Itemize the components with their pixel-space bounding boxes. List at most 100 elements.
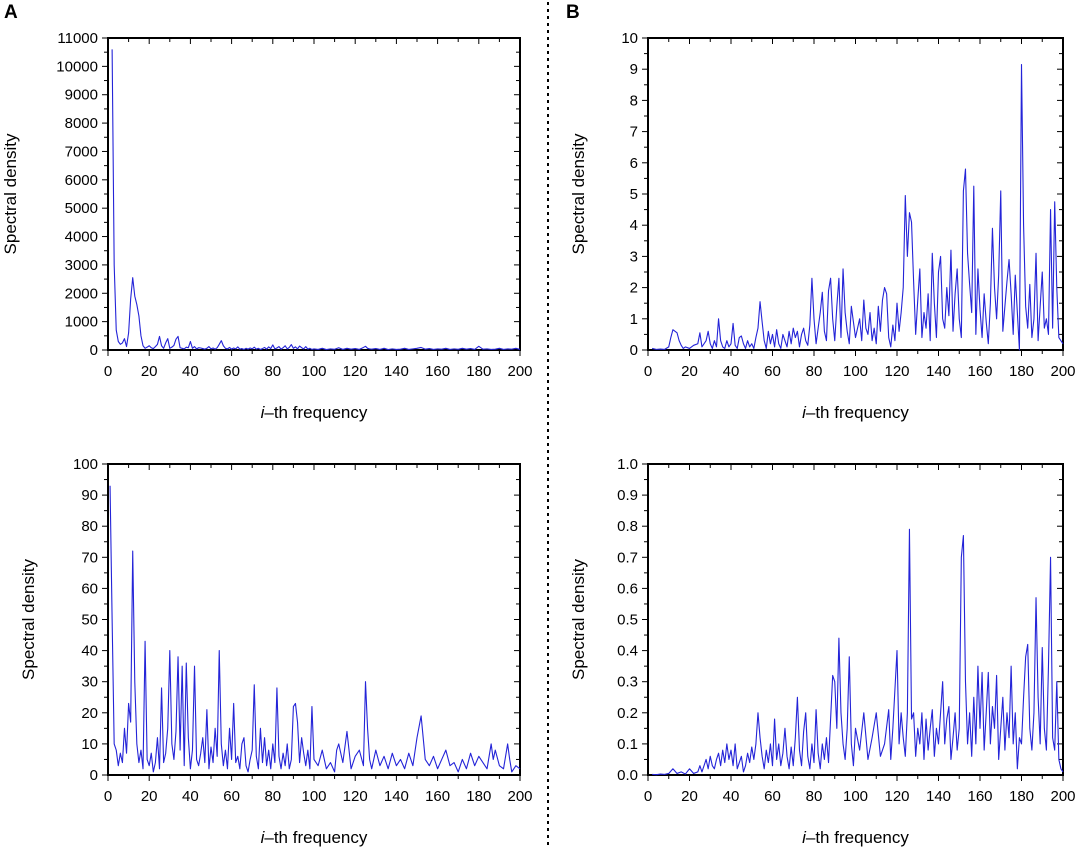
y-tick-label: 0.7 <box>617 549 638 566</box>
x-tick-label: 200 <box>1050 363 1075 380</box>
y-axis-label: Spectral density <box>19 559 38 680</box>
y-tick-label: 6 <box>630 155 638 172</box>
x-tick-label: 0 <box>104 788 112 805</box>
x-tick-label: 40 <box>182 788 199 805</box>
y-tick-label: 40 <box>81 643 98 660</box>
x-tick-label: 140 <box>926 363 951 380</box>
x-tick-label: 80 <box>264 788 281 805</box>
y-tick-label: 0.1 <box>617 736 638 753</box>
x-tick-label: 60 <box>223 788 240 805</box>
series-line <box>109 485 521 773</box>
x-axis-label: i–th frequency <box>261 403 368 422</box>
x-tick-label: 80 <box>264 363 281 380</box>
x-axis-label: i–th frequency <box>261 828 368 847</box>
x-tick-label: 180 <box>1009 788 1034 805</box>
x-tick-label: 100 <box>301 788 326 805</box>
x-axis-label-text: –th frequency <box>264 828 368 847</box>
x-tick-label: 100 <box>843 363 868 380</box>
x-tick-label: 160 <box>425 363 450 380</box>
y-tick-label: 0 <box>90 342 98 359</box>
y-tick-label: 0.5 <box>617 612 638 629</box>
x-axis-label-text: –th frequency <box>264 403 368 422</box>
x-tick-label: 60 <box>223 363 240 380</box>
x-axis-label-italic: i <box>802 403 807 422</box>
x-axis-label-text: –th frequency <box>806 403 910 422</box>
x-axis-label: i–th frequency <box>802 403 909 422</box>
y-tick-label: 0 <box>630 342 638 359</box>
panel-label-b: B <box>566 2 580 23</box>
y-tick-label: 70 <box>81 549 98 566</box>
x-tick-label: 160 <box>967 788 992 805</box>
x-tick-label: 140 <box>926 788 951 805</box>
panel-label-a: A <box>4 2 18 23</box>
y-tick-label: 0.2 <box>617 705 638 722</box>
y-tick-label: 5000 <box>65 200 98 217</box>
chart-b-top: 0 20 40 60 80 100 120 140 160 180 200 0 1 2 3 4 5 6 7 8 9 10 i… <box>569 30 1076 422</box>
y-tick-label: 0.0 <box>617 767 638 784</box>
x-tick-label: 100 <box>843 788 868 805</box>
x-axis-label-italic: i <box>261 828 266 847</box>
series-line <box>652 528 1064 776</box>
x-axis-label-text: –th frequency <box>806 828 910 847</box>
y-tick-label: 90 <box>81 487 98 504</box>
y-tick-label: 1000 <box>65 314 98 331</box>
x-tick-label: 0 <box>104 363 112 380</box>
y-tick-label: 0 <box>90 767 98 784</box>
y-tick-label: 30 <box>81 674 98 691</box>
x-tick-label: 0 <box>644 788 652 805</box>
x-tick-label: 180 <box>1009 363 1034 380</box>
y-tick-label: 80 <box>81 518 98 535</box>
x-tick-label: 20 <box>681 788 698 805</box>
y-tick-label: 100 <box>73 456 98 473</box>
x-tick-label: 0 <box>644 363 652 380</box>
x-tick-label: 140 <box>384 788 409 805</box>
y-tick-label: 0.6 <box>617 580 638 597</box>
series-line <box>111 49 521 351</box>
x-tick-label: 120 <box>884 788 909 805</box>
y-tick-label: 4000 <box>65 229 98 246</box>
x-axis-label-italic: i <box>261 403 266 422</box>
y-tick-label: 1.0 <box>617 456 638 473</box>
x-tick-label: 60 <box>764 363 781 380</box>
y-tick-label: 50 <box>81 612 98 629</box>
x-tick-label: 60 <box>764 788 781 805</box>
x-tick-label: 100 <box>301 363 326 380</box>
chart-a-top: 0 20 40 60 80 100 120 140 160 180 2000100020003000… <box>1 30 533 422</box>
y-tick-label: 1 <box>630 311 638 328</box>
plot-frame <box>107 463 521 776</box>
y-tick-label: 2 <box>630 280 638 297</box>
y-tick-label: 6000 <box>65 172 98 189</box>
y-tick-label: 0.8 <box>617 518 638 535</box>
x-tick-label: 120 <box>343 363 368 380</box>
y-tick-label: 10 <box>621 30 638 47</box>
x-tick-label: 140 <box>384 363 409 380</box>
y-tick-label: 20 <box>81 705 98 722</box>
x-tick-label: 40 <box>723 788 740 805</box>
chart-b-bottom: 0 20 40 60 80 100 120 140 160 180 200 0.0 0.1 0.2 0.3 0… <box>569 456 1076 847</box>
y-tick-label: 11000 <box>57 30 98 47</box>
y-tick-label: 9000 <box>65 87 98 104</box>
y-tick-label: 8 <box>630 92 638 109</box>
y-axis-label: Spectral density <box>1 133 20 254</box>
x-tick-label: 200 <box>1050 788 1075 805</box>
x-tick-label: 160 <box>967 363 992 380</box>
x-tick-label: 160 <box>425 788 450 805</box>
y-axis-label: Spectral density <box>569 559 588 680</box>
y-tick-label: 9 <box>630 61 638 78</box>
x-tick-label: 20 <box>141 363 158 380</box>
y-tick-label: 0.9 <box>617 487 638 504</box>
y-tick-label: 0.3 <box>617 674 638 691</box>
x-tick-label: 20 <box>681 363 698 380</box>
y-tick-label: 3 <box>630 248 638 265</box>
y-tick-label: 60 <box>81 580 98 597</box>
x-tick-label: 180 <box>466 788 491 805</box>
y-tick-label: 2000 <box>65 285 98 302</box>
y-tick-label: 10 <box>81 736 98 753</box>
y-tick-label: 4 <box>630 217 638 234</box>
x-tick-label: 200 <box>507 363 532 380</box>
x-tick-label: 20 <box>141 788 158 805</box>
y-tick-label: 8000 <box>65 115 98 132</box>
series-line <box>652 63 1064 351</box>
y-tick-label: 10000 <box>56 58 98 75</box>
